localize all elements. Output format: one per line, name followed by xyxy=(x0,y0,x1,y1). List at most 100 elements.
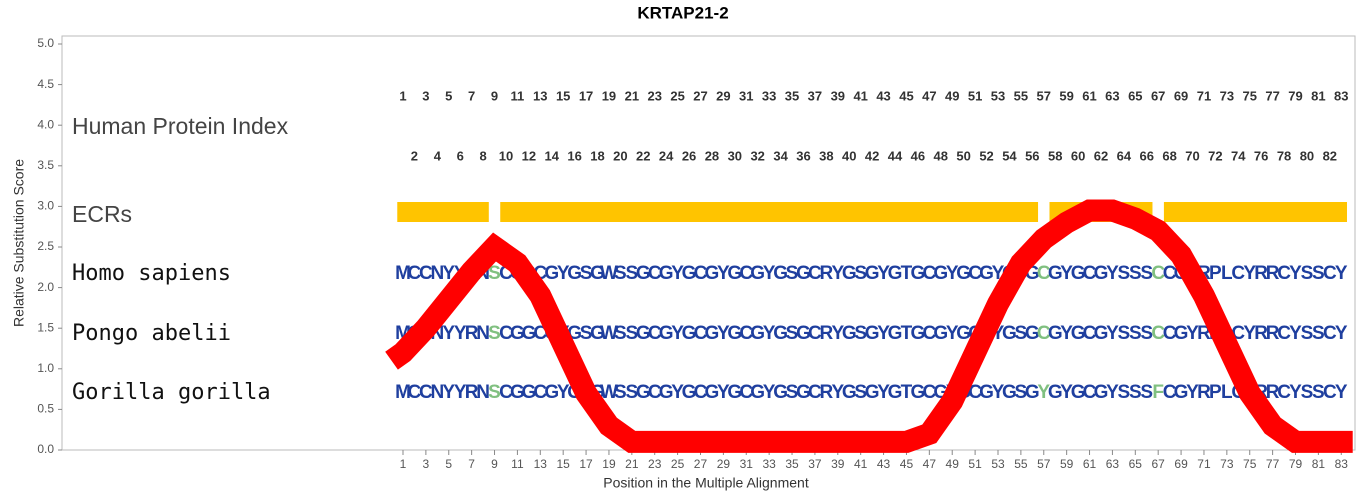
residue: C xyxy=(808,263,822,284)
protein-index: 22 xyxy=(636,148,650,163)
residue: G xyxy=(727,382,742,403)
residue: G xyxy=(1048,382,1063,403)
x-tick-label: 25 xyxy=(671,457,685,471)
protein-index: 28 xyxy=(705,148,719,163)
residue: G xyxy=(842,263,857,284)
protein-index: 1 xyxy=(399,88,406,103)
residue: T xyxy=(901,323,913,344)
residue: G xyxy=(979,263,994,284)
residue: C xyxy=(694,323,708,344)
residue: S xyxy=(1312,323,1325,344)
ecr-bar xyxy=(397,202,489,222)
residue: C xyxy=(808,382,822,403)
y-tick-label: 3.0 xyxy=(37,199,54,213)
residue: Y xyxy=(831,323,844,344)
x-tick-label: 29 xyxy=(717,457,731,471)
residue: Y xyxy=(671,382,684,403)
protein-index: 73 xyxy=(1220,88,1234,103)
residue: G xyxy=(682,323,697,344)
residue: W xyxy=(600,323,618,344)
residue: C xyxy=(1231,263,1245,284)
protein-index: 29 xyxy=(716,88,730,103)
x-tick-label: 57 xyxy=(1037,457,1051,471)
x-tick-label: 39 xyxy=(831,457,845,471)
residue: G xyxy=(842,382,857,403)
residue: C xyxy=(419,382,433,403)
species-name: Homo sapiens xyxy=(72,261,231,286)
residue: G xyxy=(796,382,811,403)
protein-index: 38 xyxy=(819,148,833,163)
residue: G xyxy=(1048,263,1063,284)
residue: S xyxy=(854,382,867,403)
score-line xyxy=(385,199,1353,453)
x-tick-label: 19 xyxy=(602,457,616,471)
x-tick-label: 53 xyxy=(991,457,1005,471)
residue: Y xyxy=(557,263,570,284)
residue: Y xyxy=(1335,323,1348,344)
protein-index: 18 xyxy=(590,148,604,163)
protein-index: 6 xyxy=(457,148,464,163)
protein-index: 4 xyxy=(434,148,442,163)
x-tick-label: 41 xyxy=(854,457,868,471)
residue: G xyxy=(750,382,765,403)
residue: S xyxy=(614,323,627,344)
residue: S xyxy=(786,263,799,284)
residue: S xyxy=(1301,382,1314,403)
residue: C xyxy=(1151,323,1165,344)
protein-index: 42 xyxy=(865,148,879,163)
residue: Y xyxy=(831,263,844,284)
residue: C xyxy=(408,263,422,284)
protein-index: 8 xyxy=(479,148,486,163)
protein-index: 72 xyxy=(1208,148,1222,163)
residue: G xyxy=(933,323,948,344)
protein-index: 48 xyxy=(934,148,948,163)
protein-index: 44 xyxy=(888,148,903,163)
x-tick-label: 23 xyxy=(648,457,662,471)
protein-index: 11 xyxy=(511,88,525,103)
residue: Y xyxy=(1106,263,1119,284)
residue: C xyxy=(1323,382,1337,403)
residue: G xyxy=(1071,323,1086,344)
residue: G xyxy=(796,263,811,284)
x-tick-label: 17 xyxy=(579,457,593,471)
protein-index: 56 xyxy=(1025,148,1039,163)
residue: G xyxy=(773,323,788,344)
x-tick-label: 31 xyxy=(740,457,754,471)
residue: G xyxy=(1002,323,1017,344)
x-tick-label: 67 xyxy=(1152,457,1166,471)
ecr-bar xyxy=(500,202,1039,222)
residue: Y xyxy=(557,382,570,403)
protein-index: 77 xyxy=(1265,88,1279,103)
residue: R xyxy=(1266,382,1280,403)
protein-index: 82 xyxy=(1323,148,1337,163)
residue: C xyxy=(1277,323,1291,344)
residue: R xyxy=(465,323,479,344)
x-tick-label: 71 xyxy=(1197,457,1211,471)
protein-index: 2 xyxy=(411,148,418,163)
residue: C xyxy=(1083,382,1097,403)
residue: G xyxy=(1094,263,1109,284)
residue: C xyxy=(1163,263,1177,284)
residue: S xyxy=(625,323,638,344)
x-tick-label: 55 xyxy=(1014,457,1028,471)
residue: G xyxy=(659,382,674,403)
residue: W xyxy=(600,263,618,284)
residue: C xyxy=(1037,323,1051,344)
residue: C xyxy=(1163,323,1177,344)
residue: R xyxy=(819,323,833,344)
protein-index: 78 xyxy=(1277,148,1291,163)
x-tick-label: 3 xyxy=(423,457,430,471)
residue: S xyxy=(1301,263,1314,284)
residue: G xyxy=(567,263,582,284)
residue: M xyxy=(395,263,411,284)
residue: P xyxy=(1209,263,1222,284)
residue: T xyxy=(901,382,913,403)
residue: G xyxy=(865,382,880,403)
protein-index: 37 xyxy=(808,88,822,103)
protein-index: 16 xyxy=(567,148,581,163)
protein-index: 68 xyxy=(1162,148,1176,163)
protein-index: 75 xyxy=(1242,88,1256,103)
chart-title: KRTAP21-2 xyxy=(637,3,728,22)
protein-index: 80 xyxy=(1300,148,1314,163)
